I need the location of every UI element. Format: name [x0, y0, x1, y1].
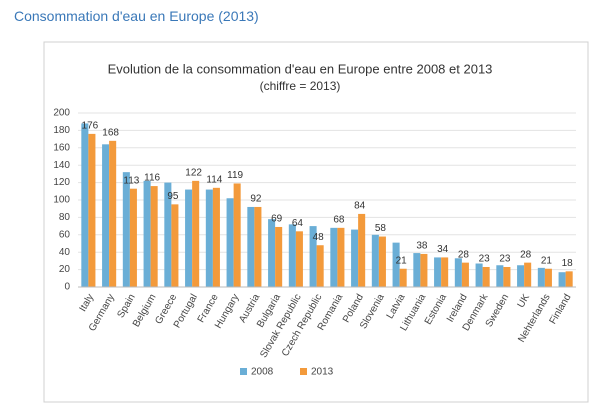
bar — [81, 123, 89, 287]
bar — [441, 257, 449, 287]
bar — [295, 231, 303, 287]
y-tick-label: 100 — [53, 195, 70, 206]
bar — [171, 204, 179, 287]
data-label: 58 — [375, 223, 387, 234]
bar — [517, 265, 525, 287]
bar — [330, 227, 338, 287]
page-heading: Consommation d'eau en Europe (2013) — [14, 8, 259, 24]
bar — [351, 229, 359, 287]
bar — [558, 272, 566, 287]
bar — [434, 257, 442, 287]
bar — [233, 183, 241, 287]
data-label: 92 — [250, 194, 262, 205]
bar — [109, 140, 117, 287]
bar — [254, 206, 262, 287]
bar — [129, 188, 137, 287]
y-tick-label: 160 — [53, 142, 70, 153]
chart-subtitle: (chiffre = 2013) — [260, 79, 341, 93]
bar — [378, 236, 386, 287]
data-label: 23 — [479, 254, 491, 265]
data-label: 95 — [167, 191, 179, 202]
data-label: 21 — [541, 255, 553, 266]
bar — [275, 226, 283, 287]
y-tick-label: 180 — [53, 125, 70, 136]
bar — [392, 242, 400, 287]
bar — [143, 180, 151, 287]
bar — [192, 180, 200, 287]
data-label: 34 — [437, 244, 449, 255]
bar — [212, 187, 220, 287]
bar — [309, 226, 317, 287]
data-label: 84 — [354, 201, 366, 212]
bar — [205, 189, 213, 287]
legend-swatch — [240, 368, 247, 375]
bar — [496, 265, 504, 287]
bar — [461, 262, 469, 287]
data-label: 168 — [102, 127, 119, 138]
bar — [226, 198, 234, 287]
bar — [288, 224, 296, 287]
y-tick-label: 140 — [53, 160, 70, 171]
bar — [247, 206, 255, 287]
bar — [164, 182, 172, 287]
bar — [482, 266, 490, 287]
bar — [150, 186, 158, 287]
data-label: 28 — [520, 249, 532, 260]
data-label: 28 — [458, 249, 470, 260]
chart-title: Evolution de la consommation d'eau en Eu… — [108, 61, 493, 76]
bar — [544, 268, 552, 287]
bar — [316, 245, 324, 287]
y-tick-label: 80 — [59, 212, 71, 223]
bar — [565, 271, 573, 287]
data-label: 21 — [396, 255, 408, 266]
bar — [88, 133, 96, 287]
data-label: 114 — [206, 174, 222, 185]
data-label: 113 — [123, 175, 139, 186]
data-label: 116 — [144, 173, 160, 184]
bar — [399, 268, 407, 287]
bar — [268, 219, 276, 287]
data-label: 18 — [562, 258, 574, 269]
data-label: 119 — [227, 170, 243, 181]
legend-swatch — [300, 368, 307, 375]
data-label: 176 — [82, 121, 99, 132]
data-label: 68 — [333, 214, 345, 225]
data-label: 64 — [292, 218, 304, 229]
y-tick-label: 120 — [53, 177, 70, 188]
y-tick-label: 0 — [64, 282, 70, 293]
legend-label: 2013 — [311, 367, 334, 378]
data-label: 38 — [416, 241, 428, 252]
data-label: 122 — [185, 168, 202, 179]
bar — [413, 253, 421, 287]
data-label: 23 — [499, 254, 511, 265]
bar — [371, 234, 379, 287]
bar — [337, 227, 345, 287]
bar — [475, 263, 483, 287]
y-tick-label: 60 — [59, 229, 71, 240]
data-label: 48 — [313, 232, 325, 243]
data-label: 69 — [271, 214, 283, 225]
bar — [454, 258, 462, 287]
bar — [537, 267, 545, 287]
legend-label: 2008 — [251, 367, 274, 378]
bar — [102, 144, 110, 287]
bar — [122, 172, 130, 287]
bar — [524, 262, 532, 287]
bar — [420, 253, 428, 287]
y-tick-label: 20 — [59, 264, 71, 275]
bar — [358, 213, 366, 287]
bar — [503, 266, 511, 287]
y-tick-label: 40 — [59, 247, 71, 258]
y-tick-label: 200 — [53, 108, 70, 119]
bar — [185, 189, 193, 287]
